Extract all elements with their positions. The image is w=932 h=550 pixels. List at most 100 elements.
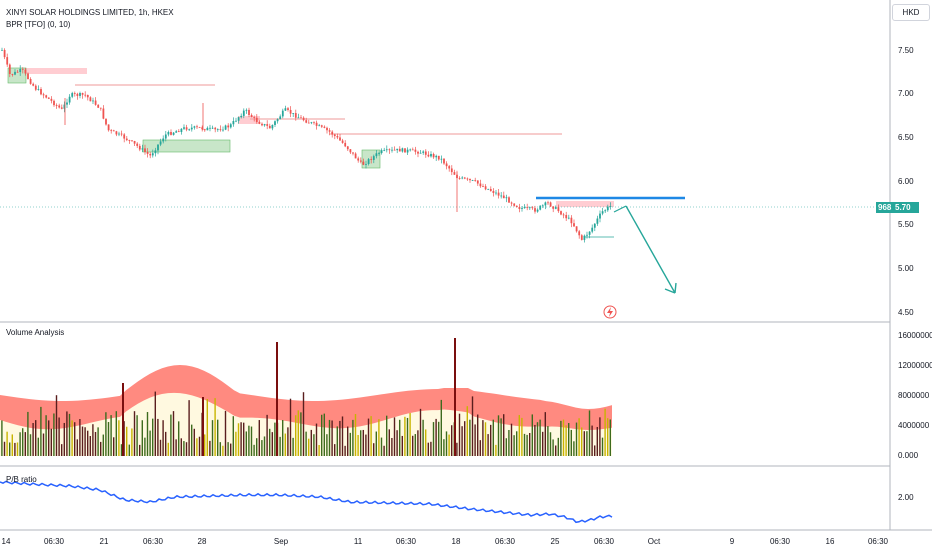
volume-panel-title[interactable]: Volume Analysis — [6, 328, 65, 337]
candle-body — [271, 124, 274, 129]
volume-bar — [123, 421, 125, 456]
candle-body — [497, 192, 500, 196]
volume-bar — [295, 415, 297, 456]
candle-body — [349, 149, 352, 153]
candle-body — [27, 73, 29, 79]
candle-body — [162, 138, 165, 142]
time-label: 06:30 — [867, 537, 889, 546]
volume-bar — [391, 437, 393, 456]
candle-body — [310, 122, 313, 124]
volume-bar — [87, 430, 89, 456]
volume-bar — [50, 428, 52, 456]
candle-body — [591, 227, 594, 232]
candle-body — [560, 211, 562, 215]
volume-bar — [302, 392, 305, 456]
candle-body — [40, 89, 42, 95]
candle-body — [534, 208, 536, 212]
candle-body — [365, 163, 367, 165]
price-label: 6.50 — [898, 133, 914, 142]
volume-bar — [256, 438, 258, 456]
volume-bar — [591, 425, 593, 456]
candle-body — [34, 85, 37, 90]
volume-bar — [490, 424, 492, 456]
time-label: 14 — [1, 537, 11, 546]
volume-bar — [404, 416, 406, 456]
time-label: 11 — [353, 537, 363, 546]
candle-body — [495, 192, 497, 194]
candle-body — [508, 197, 510, 203]
candle-body — [359, 160, 362, 162]
candle-body — [588, 231, 591, 235]
pb-panel-title[interactable]: P/B ratio — [6, 475, 37, 484]
candle-body — [211, 127, 214, 129]
volume-bar — [565, 425, 567, 456]
bpr-zone-bullish — [7, 67, 27, 84]
lightning-icon[interactable] — [603, 305, 617, 319]
volume-bar — [1, 420, 3, 456]
candle-body — [196, 126, 198, 128]
volume-bar — [544, 412, 546, 456]
candle-body — [336, 136, 339, 138]
volume-bar — [583, 431, 585, 456]
candle-body — [479, 183, 482, 187]
candle-body — [370, 159, 373, 160]
volume-bar — [575, 422, 578, 456]
candle-body — [63, 104, 66, 109]
candle-body — [245, 109, 248, 111]
volume-bar — [6, 431, 8, 456]
volume-bar — [331, 420, 333, 456]
candle-body — [404, 148, 406, 153]
candle-body — [445, 163, 448, 167]
candle-body — [393, 149, 396, 151]
volume-bar — [22, 428, 24, 456]
volume-bar — [503, 414, 505, 456]
pb-ratio-line[interactable] — [0, 480, 613, 524]
volume-bar — [518, 415, 520, 456]
candle-body — [97, 104, 100, 108]
volume-bar — [560, 420, 562, 456]
volume-bar — [191, 424, 193, 456]
volume-bar — [209, 440, 211, 456]
volume-bar — [349, 432, 351, 456]
volume-bar — [383, 445, 385, 456]
volume-bar — [362, 429, 364, 456]
volume-bar — [604, 408, 606, 456]
candle-body — [292, 113, 295, 114]
candle-body — [79, 93, 81, 96]
candle-body — [401, 148, 404, 152]
candle-body — [437, 155, 440, 160]
price-candles[interactable] — [1, 47, 612, 243]
volume-bar — [48, 420, 50, 456]
symbol-title[interactable]: XINYI SOLAR HOLDINGS LIMITED, 1h, HKEX — [6, 8, 174, 17]
candle-body — [279, 116, 282, 120]
candle-body — [71, 93, 74, 97]
candle-body — [391, 149, 393, 151]
candle-body — [102, 108, 105, 119]
currency-button[interactable]: HKD — [892, 4, 930, 21]
candle-body — [554, 207, 557, 209]
candle-body — [414, 149, 417, 152]
candle-body — [552, 206, 555, 209]
candle-body — [549, 202, 552, 207]
candle-body — [505, 197, 508, 199]
volume-bar — [339, 420, 341, 456]
volume-bar — [609, 419, 611, 456]
volume-bar — [300, 412, 302, 456]
volume-bar — [9, 442, 11, 456]
time-label: 9 — [729, 537, 735, 546]
candle-body — [417, 151, 419, 154]
candle-body — [73, 93, 76, 94]
volume-bar — [505, 438, 507, 456]
candle-body — [274, 121, 276, 125]
candle-body — [201, 127, 204, 130]
volume-bar — [534, 424, 536, 456]
candle-body — [42, 94, 45, 96]
indicator-legend[interactable]: BPR [TFO] (0, 10) — [6, 20, 71, 29]
volume-bar — [570, 429, 572, 456]
arrow-projection-icon[interactable] — [613, 205, 677, 294]
volume-bar — [11, 434, 13, 456]
volume-bars[interactable] — [1, 338, 611, 456]
volume-bar — [68, 413, 71, 456]
price-label: 5.00 — [898, 264, 914, 273]
